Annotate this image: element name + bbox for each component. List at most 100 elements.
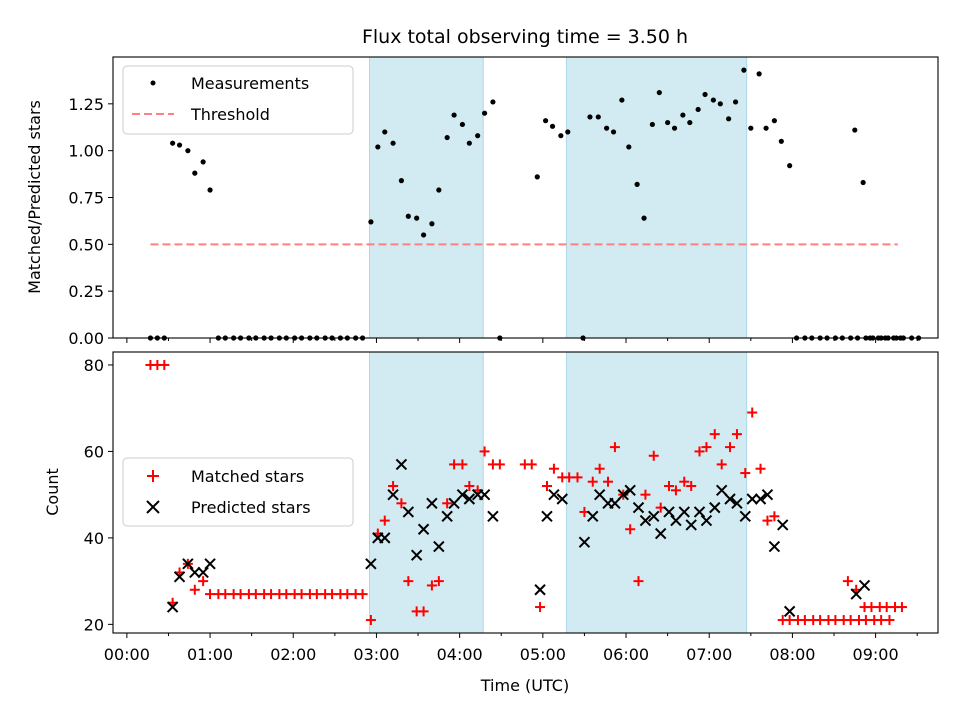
xaxis-label: Time (UTC) [480,676,569,695]
matched-star-point [640,489,651,500]
measurement-point [565,129,571,135]
measurement-point [641,215,647,221]
predicted-star-point [182,558,194,570]
matched-star-point [709,429,720,440]
measurement-point [459,121,466,128]
measurement-point [549,123,556,129]
predicted-star-point [487,510,499,522]
measurement-point [436,187,442,193]
matched-star-point [396,498,407,509]
legend-threshold-label: Threshold [190,105,270,124]
top-ytick-label: 1.00 [68,142,104,161]
measurement-point [763,125,769,131]
predicted-star-point [197,566,209,579]
xtick-label: 08:00 [769,645,815,664]
matched-star-point [609,442,620,453]
legend-measurements-marker [150,80,156,86]
predicted-star-point [593,488,606,501]
top-legend-box [122,65,354,135]
top-ytick-label: 0.75 [68,189,104,208]
matched-star-point [679,476,690,487]
legend-measurements-label: Measurements [191,74,309,93]
matched-star-point [594,463,605,474]
predicted-star-point [456,488,469,501]
predicted-star-point [648,510,660,522]
matched-star-point [365,615,376,626]
predicted-star-point [587,510,599,522]
matched-star-point [701,442,712,453]
measurement-point [626,144,632,150]
predicted-star-point [387,488,399,501]
measurement-point [778,138,784,144]
measurement-point [710,97,716,103]
matched-star-point [442,498,453,509]
bottom-legend-box [122,457,354,527]
predicted-star-point [410,549,423,561]
legend-matched-marker [147,470,159,482]
matched-star-point [670,485,681,496]
measurement-point [717,101,723,107]
measurement-point [756,71,762,77]
measurement-point [405,213,411,219]
predicted-star-point [783,605,796,618]
measurement-point [687,119,693,126]
measurement-point [604,125,610,131]
measurement-point [420,232,427,238]
matched-star-point [388,481,399,492]
measurement-point [207,187,213,193]
predicted-star-point [724,493,736,505]
predicted-star-point [166,601,179,613]
measurement-point [619,97,625,103]
matched-star-point [740,468,751,479]
bottom-ytick-label: 20 [84,615,104,634]
matched-star-point [464,481,475,492]
measurement-point [170,140,176,146]
top-ytick-label: 0.50 [68,235,104,254]
predicted-star-point [632,501,645,514]
bottom-ytick-label: 60 [84,442,104,461]
predicted-star-point [463,493,476,505]
matched-star-point [433,576,444,587]
measurement-point [534,174,540,180]
chart-title: Flux total observing time = 3.50 h [362,26,688,48]
xtick-label: 09:00 [853,645,899,664]
matched-star-point [769,511,780,522]
top-ytick-label: 0.00 [68,329,104,348]
bottom-ytick-label: 80 [84,356,104,375]
matched-star-point [694,446,705,457]
measurement-point [649,121,655,128]
predicted-star-point [365,558,377,570]
matched-star-point [535,602,546,613]
xtick-label: 07:00 [686,645,732,664]
predicted-star-point [433,540,445,553]
measurement-point [429,221,435,227]
predicted-star-point [654,527,667,540]
predicted-star-point [746,493,758,505]
measurement-point [444,134,450,141]
measurement-point [860,179,866,186]
predicted-star-point [609,497,621,510]
bottom-panel-frame [112,351,939,634]
predicted-star-point [417,523,430,535]
matched-star-point [379,515,390,526]
measurement-point [726,116,732,122]
predicted-star-point [204,558,216,570]
measurement-point [787,163,793,169]
matched-star-point [548,463,559,474]
measurement-point [398,178,405,184]
bottom-legend: Matched stars Predicted stars [122,457,354,527]
predicted-star-point [379,532,391,544]
matched-star-point [357,589,368,600]
measurement-point [695,106,701,113]
predicted-star-point [670,514,682,527]
predicted-star-point [578,536,591,548]
matched-star-point [664,481,675,492]
predicted-star-point [754,493,767,505]
measurement-point [200,159,206,165]
measurement-point [543,118,549,124]
top-ytick-label: 0.25 [68,282,104,301]
matched-star-point [842,576,853,587]
measurement-point [656,89,662,96]
matched-star-point [159,359,170,370]
